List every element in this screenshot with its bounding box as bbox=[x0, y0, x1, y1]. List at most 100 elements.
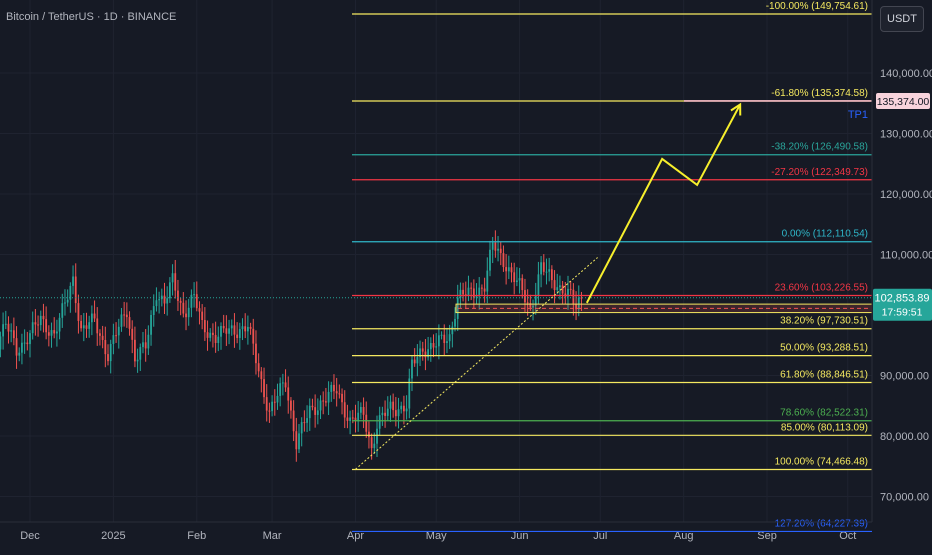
candle-body bbox=[505, 267, 508, 272]
countdown-text: 17:59:51 bbox=[882, 307, 923, 319]
candle-body bbox=[281, 382, 284, 384]
fib-level-label: 50.00% (93,288.51) bbox=[780, 343, 868, 354]
candle-body bbox=[572, 289, 575, 304]
candle-body bbox=[174, 273, 177, 291]
candle-body bbox=[346, 417, 349, 421]
candle-body bbox=[322, 400, 325, 402]
candle-body bbox=[246, 326, 249, 332]
candle-body bbox=[90, 313, 93, 323]
y-tick-label: 110,000.00 bbox=[880, 250, 932, 262]
candle-body bbox=[179, 300, 182, 303]
candle-body bbox=[435, 346, 438, 348]
candle-body bbox=[101, 335, 104, 340]
trendline bbox=[355, 257, 598, 470]
candle-body bbox=[341, 393, 343, 403]
candle-body bbox=[446, 341, 448, 343]
candle-body bbox=[502, 253, 505, 268]
candle-body bbox=[515, 280, 518, 283]
candle-body bbox=[330, 384, 333, 392]
x-tick-label: Feb bbox=[187, 530, 206, 542]
candle-body bbox=[72, 276, 74, 286]
candle-body bbox=[99, 333, 101, 336]
candle-body bbox=[448, 334, 451, 342]
candle-body bbox=[260, 371, 263, 380]
candle-body bbox=[510, 267, 513, 273]
candle-body bbox=[152, 306, 155, 316]
candle-body bbox=[34, 322, 37, 325]
candle-body bbox=[580, 297, 583, 299]
candle-body bbox=[373, 443, 376, 449]
candle-body bbox=[144, 342, 147, 349]
candle-body bbox=[163, 295, 166, 304]
candle-body bbox=[125, 314, 128, 318]
candle-body bbox=[384, 412, 386, 416]
candle-body bbox=[424, 351, 427, 358]
candle-body bbox=[45, 319, 48, 333]
candle-body bbox=[203, 320, 206, 333]
candle-body bbox=[66, 299, 69, 303]
candle-body bbox=[427, 349, 430, 358]
candle-body bbox=[290, 400, 292, 411]
candle-body bbox=[257, 363, 260, 372]
candle-body bbox=[82, 325, 85, 329]
candle-body bbox=[155, 300, 158, 307]
candle-body bbox=[220, 326, 222, 337]
y-tick-label: 140,000.00 bbox=[880, 68, 932, 80]
candle-body bbox=[362, 407, 365, 415]
candle-body bbox=[319, 400, 322, 411]
price-axis bbox=[872, 0, 932, 550]
candle-body bbox=[483, 288, 486, 292]
candle-body bbox=[131, 328, 134, 340]
candle-body bbox=[381, 412, 384, 416]
candle-body bbox=[177, 290, 179, 301]
x-tick-label: Sep bbox=[757, 530, 777, 542]
candle-body bbox=[537, 274, 540, 296]
candle-body bbox=[136, 359, 139, 362]
candle-body bbox=[550, 269, 553, 281]
candle-body bbox=[575, 303, 577, 310]
candle-body bbox=[316, 410, 319, 415]
fib-level-label: 78.60% (82,522.31) bbox=[780, 408, 868, 419]
candle-body bbox=[454, 318, 456, 327]
candle-body bbox=[343, 402, 346, 418]
candle-body bbox=[451, 326, 454, 335]
candle-body bbox=[489, 249, 491, 271]
candle-body bbox=[233, 325, 236, 335]
candle-body bbox=[325, 401, 327, 403]
candle-body bbox=[276, 395, 279, 403]
candle-body bbox=[400, 405, 403, 410]
candle-body bbox=[540, 262, 542, 275]
candle-body bbox=[23, 342, 26, 344]
x-tick-label: May bbox=[426, 530, 447, 542]
candle-body bbox=[238, 329, 241, 338]
candle-body bbox=[518, 278, 521, 281]
candle-body bbox=[123, 314, 126, 316]
candle-body bbox=[31, 322, 34, 334]
fib-level-label: 100.00% (74,466.48) bbox=[775, 456, 868, 467]
candle-body bbox=[209, 332, 212, 338]
currency-button[interactable]: USDT bbox=[880, 6, 924, 32]
candle-body bbox=[214, 334, 217, 344]
candle-body bbox=[96, 318, 99, 334]
candle-body bbox=[222, 326, 225, 329]
candle-body bbox=[15, 338, 18, 356]
candle-body bbox=[198, 308, 201, 312]
candle-body bbox=[459, 289, 462, 298]
candle-body bbox=[195, 294, 198, 309]
candle-body bbox=[61, 303, 64, 318]
candle-body bbox=[53, 330, 56, 334]
candle-body bbox=[115, 335, 117, 337]
candle-body bbox=[462, 289, 464, 295]
candle-body bbox=[308, 405, 311, 419]
x-tick-label: Aug bbox=[674, 530, 694, 542]
candle-body bbox=[187, 307, 190, 318]
candle-body bbox=[335, 391, 338, 394]
candle-body bbox=[7, 323, 10, 332]
x-tick-label: Jun bbox=[511, 530, 529, 542]
candle-body bbox=[333, 384, 335, 392]
candle-body bbox=[298, 433, 300, 450]
candle-body bbox=[265, 397, 268, 411]
candle-body bbox=[368, 431, 370, 438]
candle-body bbox=[134, 339, 136, 362]
